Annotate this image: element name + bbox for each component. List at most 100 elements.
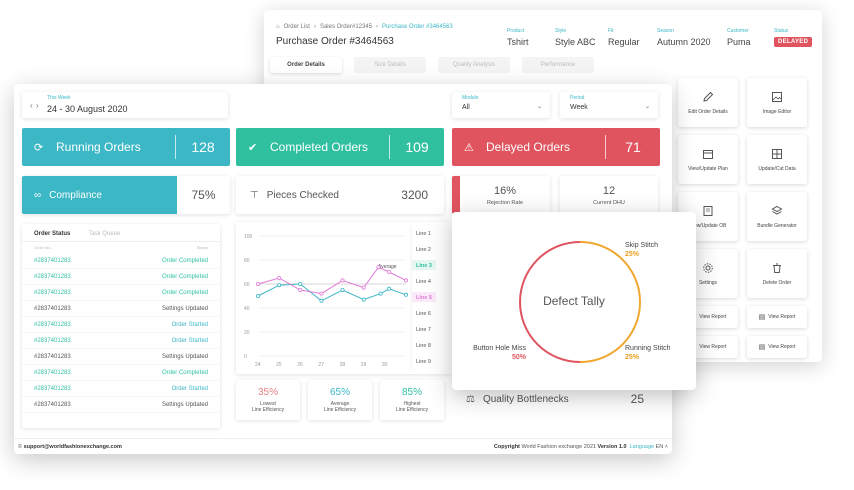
home-icon[interactable]: ⌂ — [276, 24, 280, 30]
order-status: Order Started — [171, 337, 208, 344]
dhu-label: Current DHU — [593, 199, 625, 206]
order-number[interactable]: #2837401283 — [34, 305, 71, 312]
legend-line-item: Line 7 — [416, 327, 431, 333]
order-status: Settings Updated — [161, 401, 208, 408]
chevron-down-icon: ⌄ — [644, 104, 650, 110]
current-dhu-card[interactable]: 12 Current DHU — [560, 176, 658, 214]
card-label: Completed Orders — [270, 140, 369, 154]
view-report-button[interactable]: ▤ View Report — [747, 306, 807, 328]
compliance-card[interactable]: ∞ Compliance 75% — [22, 176, 230, 214]
order-number[interactable]: #2837401283 — [34, 353, 71, 360]
copyright-text: World Fashion exchange 2021 — [521, 443, 596, 450]
card-label: Running Orders — [56, 140, 141, 154]
breadcrumb-sales-order[interactable]: Sales Order#12345 — [319, 24, 373, 30]
week-label: This Week — [47, 95, 71, 101]
copyright: Copyright World Fashion exchange 2021 Ve… — [494, 444, 668, 450]
compliance-label-area: ∞ Compliance — [22, 176, 177, 214]
card-label: Delayed Orders — [486, 140, 571, 154]
bundle-generator-button[interactable]: Bundle Generator — [747, 192, 807, 241]
order-number[interactable]: #2837401283 — [34, 385, 71, 392]
view-update-plan-button[interactable]: View/Update Plan — [678, 135, 738, 184]
order-number[interactable]: #2837401283 — [34, 289, 71, 296]
update-cut-data-button[interactable]: Update/Cut Data — [747, 135, 807, 184]
rejection-rate-card[interactable]: 16% Rejection Rate — [452, 176, 550, 214]
language-select[interactable]: EN — [655, 443, 664, 450]
running-orders-card[interactable]: ⟳ Running Orders 128 — [22, 128, 230, 166]
table-row[interactable]: #2837401283 Order Started — [22, 317, 220, 333]
order-status: Settings Updated — [161, 353, 208, 360]
order-status: Order Started — [171, 385, 208, 392]
y-tick-label: 60 — [244, 282, 250, 288]
table-row[interactable]: #2837401283 Order Completed — [22, 285, 220, 301]
image-editor-button[interactable]: Image Editor — [747, 78, 807, 127]
tab-task-queue[interactable]: Task Queue — [88, 231, 121, 237]
order-number[interactable]: #2837401283 — [34, 321, 71, 328]
pieces-checked-card[interactable]: ⊤ Pieces Checked 3200 — [236, 176, 444, 214]
po-header: ⌂ Order List › Sales Order#12345 › Purch… — [276, 24, 810, 64]
tab-performance[interactable]: Performance — [522, 57, 594, 73]
tab-order-details[interactable]: Order Details — [270, 57, 342, 73]
chevron-up-icon[interactable]: ˄ — [664, 443, 668, 450]
edit-order-details-button[interactable]: Edit Order Details — [678, 78, 738, 127]
table-row[interactable]: #2837401283 Order Started — [22, 381, 220, 397]
data-point — [361, 285, 366, 290]
tab-size-details[interactable]: Size Details — [354, 57, 426, 73]
legend-line-item: Line 9 — [416, 359, 431, 365]
support-email-text[interactable]: support@worldfashionexchange.com — [23, 443, 122, 450]
efficiency-label: Lowest Line Efficiency — [236, 401, 300, 413]
tab-order-status[interactable]: Order Status — [34, 231, 71, 237]
order-number[interactable]: #2837401283 — [34, 257, 71, 264]
defect-percent: 50% — [511, 354, 526, 361]
table-row[interactable]: #2837401283 Order Started — [22, 333, 220, 349]
table-row[interactable]: #2837401283 Settings Updated — [22, 397, 220, 413]
meta-season: Season Autumn 2020 — [657, 28, 711, 47]
meta-value: Autumn 2020 — [657, 37, 711, 47]
table-row[interactable]: #2837401283 Order Completed — [22, 269, 220, 285]
completed-orders-card[interactable]: ✔ Completed Orders 109 — [236, 128, 444, 166]
data-point — [340, 278, 345, 283]
average-label: Average — [378, 264, 397, 270]
page-title: Purchase Order #3464563 — [276, 36, 394, 47]
gear-icon — [703, 262, 713, 273]
table-row[interactable]: #2837401283 Order Completed — [22, 253, 220, 269]
efficiency-label-1: Lowest — [260, 401, 276, 407]
breadcrumb-order-list[interactable]: Order List — [283, 24, 310, 30]
table-row[interactable]: #2837401283 Settings Updated — [22, 301, 220, 317]
x-tick-label: 25 — [276, 362, 282, 368]
tab-quality-analysis[interactable]: Quality Analysis — [438, 57, 510, 73]
order-number[interactable]: #2837401283 — [34, 337, 71, 344]
pieces-value: 3200 — [401, 188, 428, 202]
view-report-button[interactable]: ▤ View Report — [747, 336, 807, 358]
efficiency-label: Average Line Efficiency — [308, 401, 372, 413]
rejection-label: Rejection Rate — [486, 199, 524, 206]
order-number[interactable]: #2837401283 — [34, 273, 71, 280]
quality-bottlenecks-card[interactable]: ⚖ Quality Bottlenecks 25 — [452, 384, 660, 414]
week-selector[interactable]: ‹ This Week 24 - 30 August 2020 › — [22, 92, 228, 118]
copyright-label: Copyright — [493, 443, 520, 450]
breadcrumb: ⌂ Order List › Sales Order#12345 › Purch… — [276, 24, 810, 30]
efficiency-label-2: Line Efficiency — [251, 407, 285, 413]
legend-line-item: Line 4 — [416, 279, 431, 285]
module-select[interactable]: Module All ⌄ — [452, 92, 550, 118]
table-row[interactable]: #2837401283 Order Completed — [22, 365, 220, 381]
delete-order-button[interactable]: Delete Order — [747, 249, 807, 298]
defect-name: Button Hole Miss — [473, 345, 526, 352]
chevron-left-icon[interactable]: ‹ — [30, 101, 33, 110]
y-tick-label: 20 — [244, 330, 250, 336]
tile-label: Delete Order — [762, 279, 792, 286]
calendar-icon — [703, 149, 713, 159]
scale-icon: ⚖ — [466, 393, 475, 405]
meta-label: Season — [657, 28, 674, 34]
table-row[interactable]: #2837401283 Settings Updated — [22, 349, 220, 365]
rejection-value: 16% — [493, 184, 517, 197]
breadcrumb-purchase-order: Purchase Order #3464563 — [382, 24, 453, 30]
order-number[interactable]: #2837401283 — [34, 401, 71, 408]
support-email[interactable]: © support@worldfashionexchange.com — [18, 443, 122, 450]
order-number[interactable]: #2837401283 — [34, 369, 71, 376]
average-efficiency-card: 65% Average Line Efficiency — [308, 380, 372, 420]
period-select[interactable]: Period Week ⌄ — [560, 92, 658, 118]
chevron-right-icon[interactable]: › — [36, 101, 39, 110]
delayed-orders-card[interactable]: ⚠ Delayed Orders 71 — [452, 128, 660, 166]
module-label: Module — [462, 95, 479, 101]
defect-tally-title: Defect Tally — [543, 294, 605, 308]
